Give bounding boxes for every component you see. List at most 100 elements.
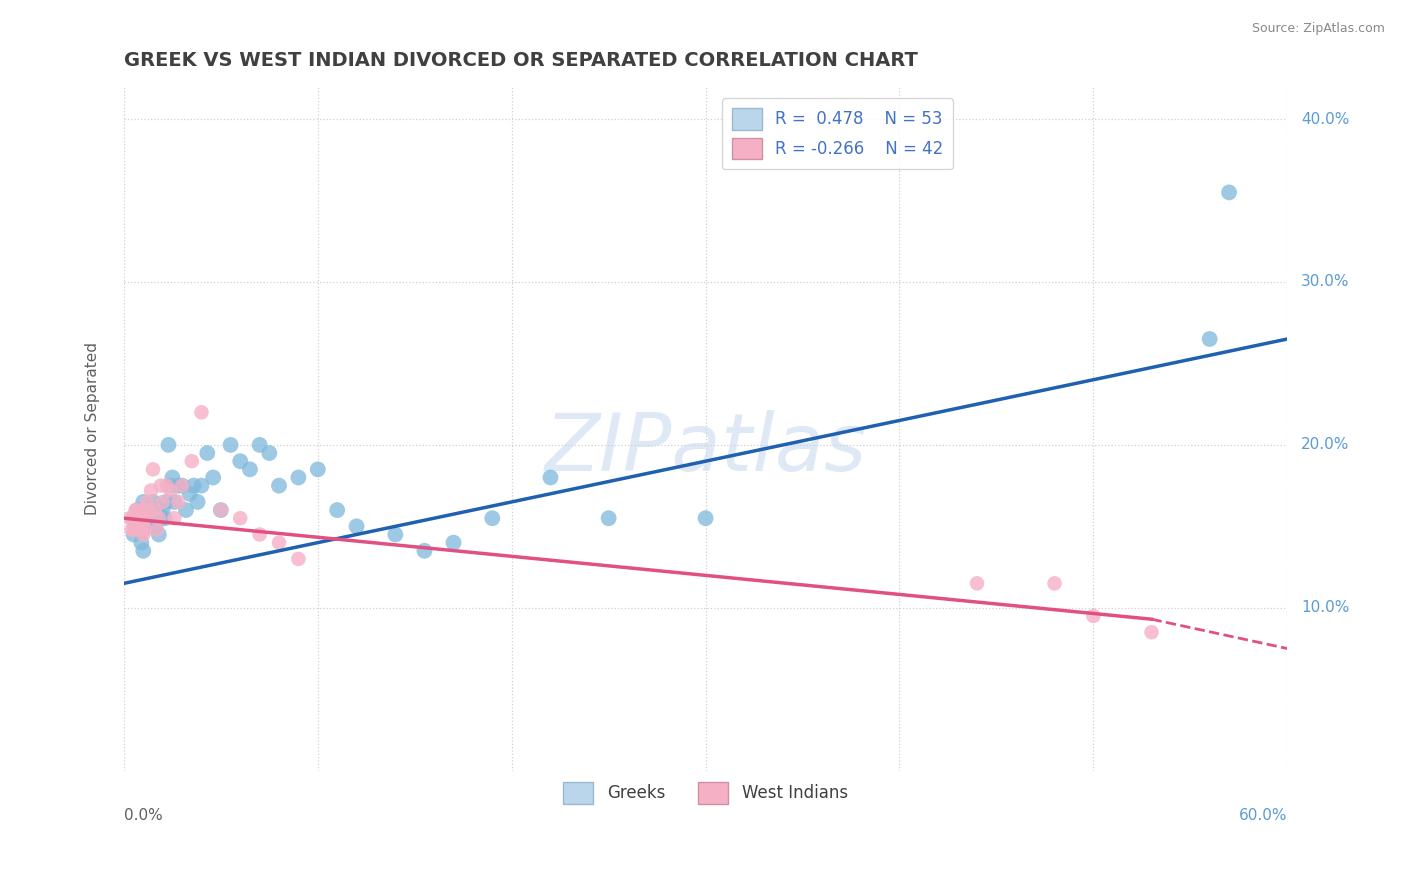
Point xyxy=(209,503,232,517)
Point xyxy=(167,478,190,492)
Point xyxy=(287,470,309,484)
Point xyxy=(179,487,201,501)
Point xyxy=(167,495,190,509)
Point xyxy=(138,503,160,517)
Point xyxy=(132,543,155,558)
Point xyxy=(136,495,159,509)
Point xyxy=(267,535,290,549)
Point xyxy=(190,405,212,419)
Point xyxy=(128,516,150,530)
Point xyxy=(219,438,242,452)
Text: 10.0%: 10.0% xyxy=(1301,600,1350,615)
Point xyxy=(209,503,232,517)
Point xyxy=(155,478,177,492)
Point xyxy=(172,478,194,492)
Point xyxy=(202,470,225,484)
Point xyxy=(148,527,170,541)
Point xyxy=(163,511,186,525)
Point xyxy=(127,503,149,517)
Point xyxy=(131,511,153,525)
Point xyxy=(127,503,149,517)
Point xyxy=(122,511,145,525)
Text: 0.0%: 0.0% xyxy=(124,808,163,823)
Text: GREEK VS WEST INDIAN DIVORCED OR SEPARATED CORRELATION CHART: GREEK VS WEST INDIAN DIVORCED OR SEPARAT… xyxy=(124,51,918,70)
Point xyxy=(146,503,169,517)
Point xyxy=(229,511,252,525)
Point xyxy=(146,523,169,537)
Point xyxy=(187,495,209,509)
Text: Source: ZipAtlas.com: Source: ZipAtlas.com xyxy=(1251,22,1385,36)
Point xyxy=(307,462,329,476)
Point xyxy=(128,519,150,533)
Point xyxy=(413,543,436,558)
Point xyxy=(152,503,174,517)
Point xyxy=(159,478,181,492)
Point xyxy=(157,438,180,452)
Point xyxy=(966,576,988,591)
Point xyxy=(267,478,290,492)
Point xyxy=(190,478,212,492)
Point xyxy=(122,523,145,537)
Point xyxy=(162,470,184,484)
Point xyxy=(239,462,262,476)
Point xyxy=(149,511,172,525)
Point xyxy=(384,527,406,541)
Point xyxy=(346,519,368,533)
Point xyxy=(128,523,150,537)
Point xyxy=(134,511,156,525)
Point xyxy=(598,511,620,525)
Point xyxy=(121,523,143,537)
Point xyxy=(122,511,145,525)
Text: 40.0%: 40.0% xyxy=(1301,112,1350,127)
Point xyxy=(153,511,176,525)
Y-axis label: Divorced or Separated: Divorced or Separated xyxy=(86,343,100,515)
Point xyxy=(695,511,717,525)
Point xyxy=(183,478,205,492)
Point xyxy=(326,503,349,517)
Point xyxy=(148,511,170,525)
Point xyxy=(180,454,202,468)
Point xyxy=(1198,332,1220,346)
Point xyxy=(139,483,162,498)
Point xyxy=(174,503,197,517)
Point xyxy=(152,495,174,509)
Point xyxy=(131,523,153,537)
Point xyxy=(124,503,146,517)
Point xyxy=(1083,609,1105,624)
Point xyxy=(540,470,562,484)
Point xyxy=(143,519,166,533)
Point xyxy=(127,511,149,525)
Point xyxy=(132,495,155,509)
Point xyxy=(1140,625,1163,640)
Point xyxy=(287,552,309,566)
Point xyxy=(1043,576,1066,591)
Point xyxy=(124,523,146,537)
Point xyxy=(138,503,160,517)
Point xyxy=(142,495,165,509)
Text: 20.0%: 20.0% xyxy=(1301,437,1350,452)
Text: ZIPatlas: ZIPatlas xyxy=(544,410,866,488)
Point xyxy=(139,511,162,525)
Point xyxy=(118,511,141,525)
Point xyxy=(134,523,156,537)
Point xyxy=(131,535,153,549)
Text: 30.0%: 30.0% xyxy=(1301,275,1350,290)
Point xyxy=(249,438,271,452)
Point xyxy=(481,511,503,525)
Point xyxy=(132,527,155,541)
Point xyxy=(259,446,281,460)
Point xyxy=(132,516,155,530)
Point xyxy=(229,454,252,468)
Point xyxy=(172,478,194,492)
Point xyxy=(195,446,218,460)
Text: 60.0%: 60.0% xyxy=(1239,808,1288,823)
Point xyxy=(1218,186,1240,200)
Point xyxy=(132,503,155,517)
Legend: Greeks, West Indians: Greeks, West Indians xyxy=(554,772,858,814)
Point xyxy=(159,483,181,498)
Point xyxy=(443,535,465,549)
Point xyxy=(143,503,166,517)
Point xyxy=(122,527,145,541)
Point xyxy=(132,523,155,537)
Point xyxy=(134,511,156,525)
